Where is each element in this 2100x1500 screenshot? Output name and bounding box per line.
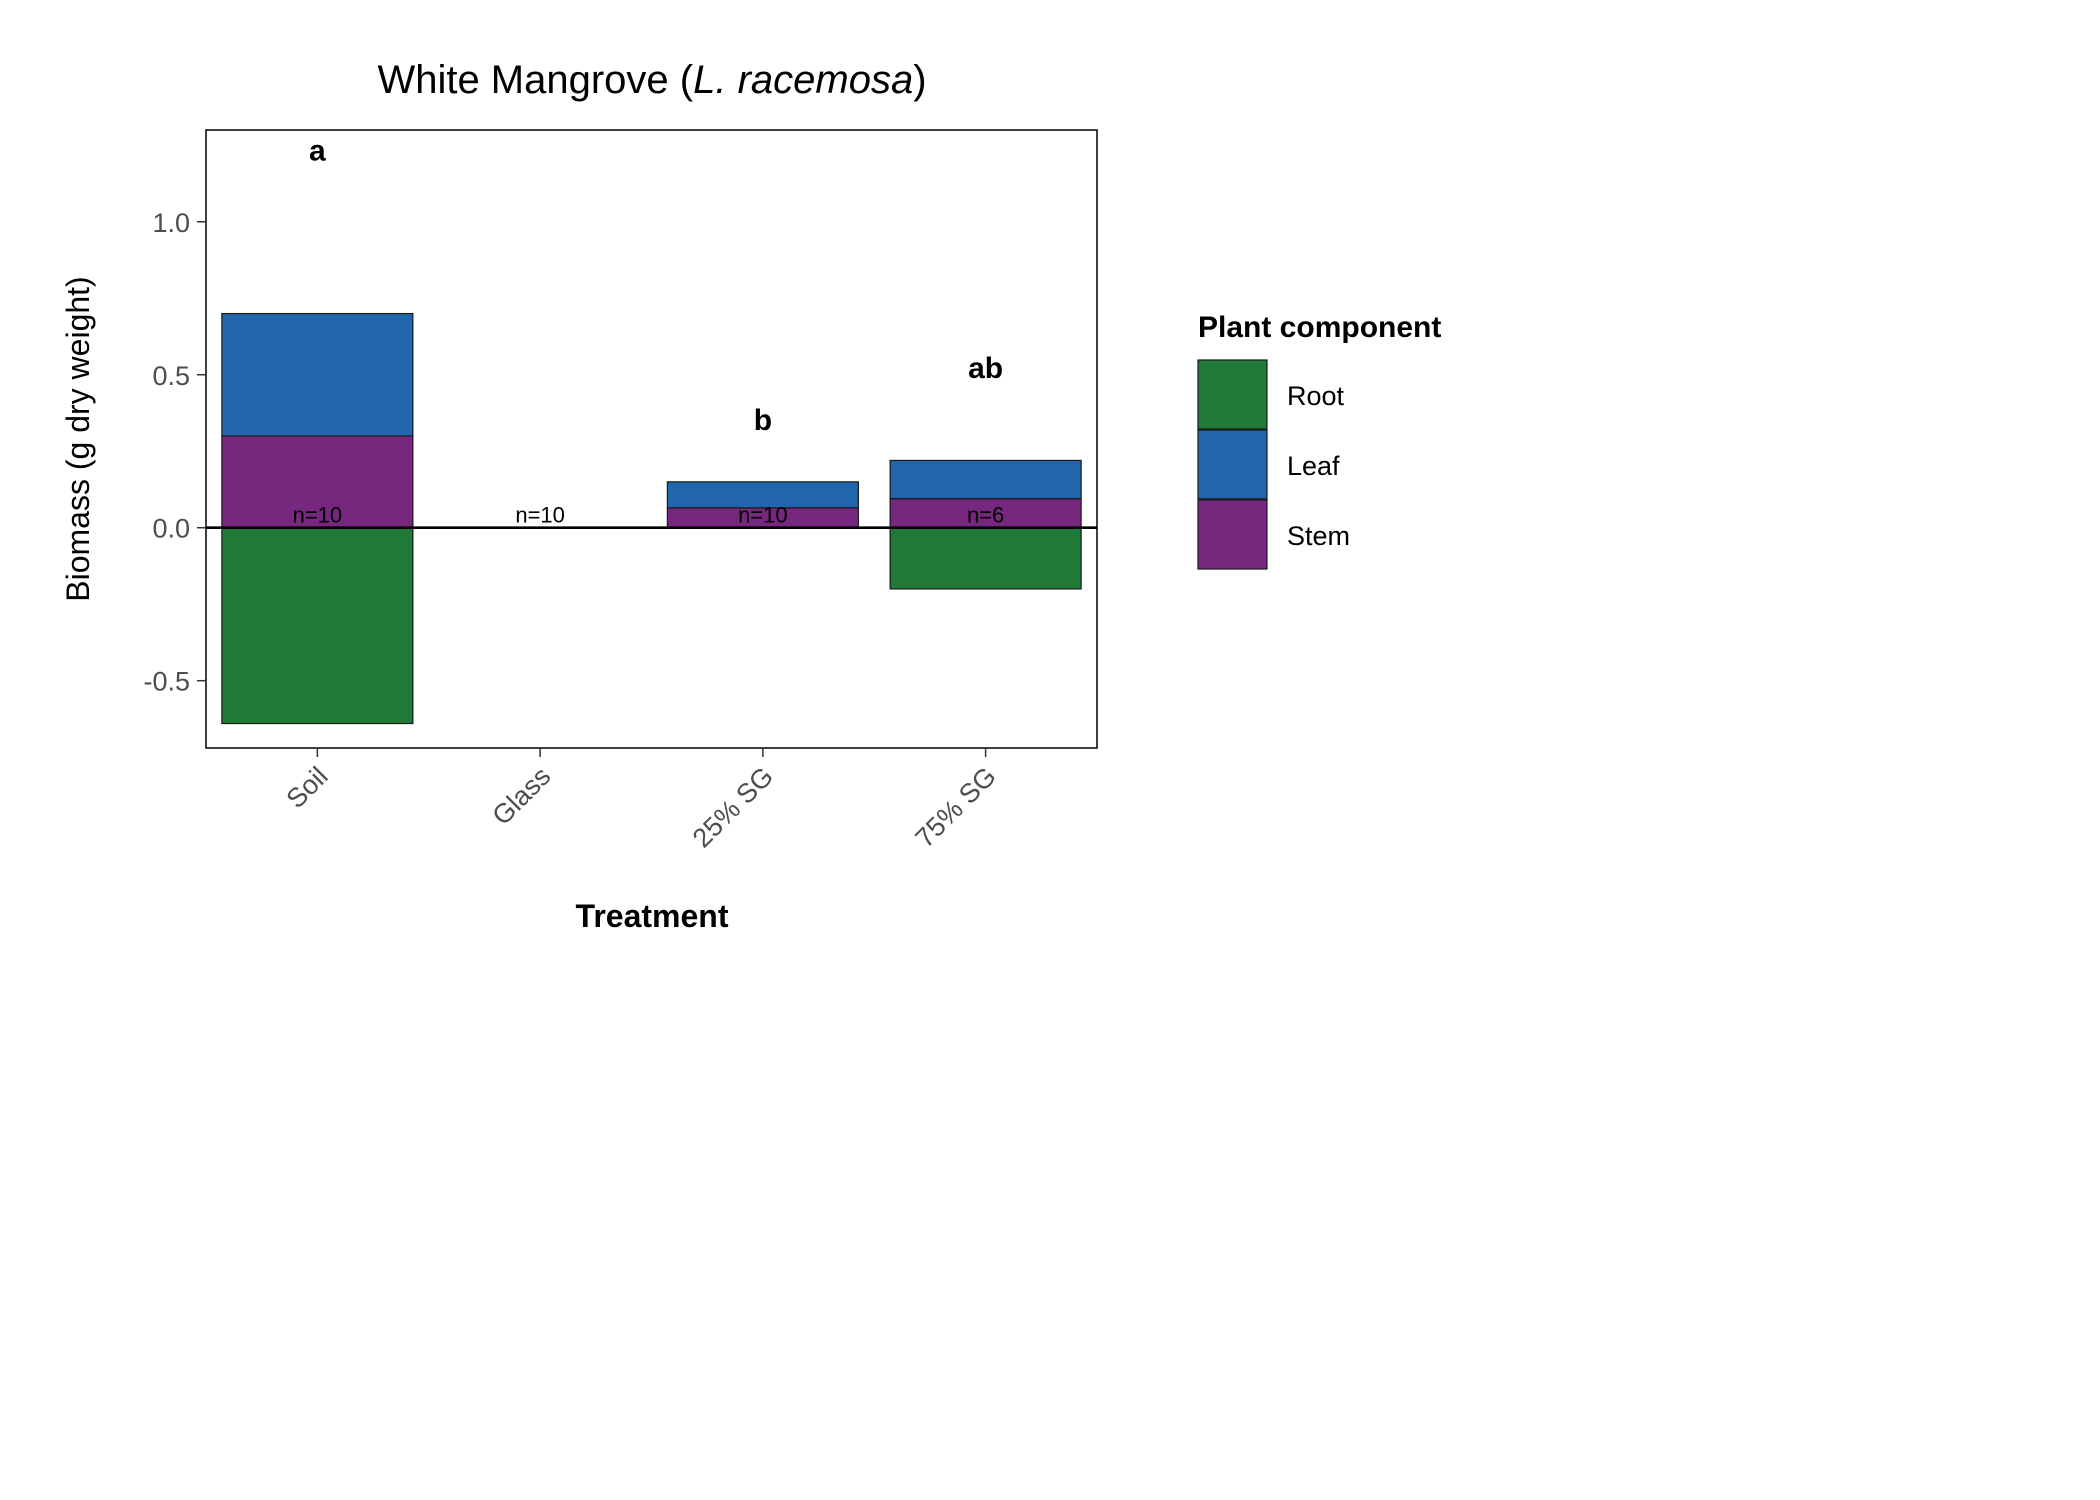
n-label-25-sg: n=10 bbox=[738, 503, 788, 528]
x-axis-title: Treatment bbox=[576, 898, 729, 934]
chart-title: White Mangrove (L. racemosa) bbox=[377, 58, 926, 102]
significance-label-25-sg: b bbox=[754, 404, 772, 437]
n-label-soil: n=10 bbox=[293, 503, 343, 528]
bar-leaf-25-sg bbox=[666, 481, 859, 509]
legend-label-root: Root bbox=[1287, 381, 1345, 411]
significance-label-75-sg: ab bbox=[968, 352, 1003, 385]
x-tick-label-75-sg: 75% SG bbox=[910, 761, 1002, 853]
y-axis: -0.5 0.0 0.5 1.0 bbox=[143, 208, 206, 697]
legend-label-leaf: Leaf bbox=[1287, 451, 1340, 481]
biomass-chart: White Mangrove (L. racemosa) n=10 n=10 n=1… bbox=[60, 58, 1441, 934]
y-tick-label: 1.0 bbox=[152, 208, 190, 238]
legend-swatch-stem bbox=[1197, 499, 1268, 570]
legend-label-stem: Stem bbox=[1287, 521, 1350, 551]
x-axis: Soil Glass 25% SG 75% SG bbox=[281, 748, 1002, 853]
bar-root-75-sg bbox=[889, 527, 1082, 590]
legend: Plant component Root Leaf Stem bbox=[1197, 311, 1441, 570]
bar-leaf-75-sg bbox=[889, 459, 1082, 500]
chart-title-main: White Mangrove ( bbox=[377, 58, 693, 102]
legend-swatch-root bbox=[1197, 359, 1268, 430]
bars-layer bbox=[221, 312, 1082, 725]
legend-title: Plant component bbox=[1198, 311, 1441, 344]
bar-root-soil bbox=[221, 527, 414, 725]
plot-panel-border bbox=[205, 129, 1098, 749]
bar-stem-soil bbox=[221, 435, 414, 529]
significance-label-soil: a bbox=[309, 135, 326, 168]
legend-swatch-leaf bbox=[1197, 429, 1268, 500]
x-tick-label-25-sg: 25% SG bbox=[687, 761, 779, 853]
bar-stem-75-sg bbox=[889, 498, 1082, 529]
x-tick-label-glass: Glass bbox=[486, 761, 556, 831]
chart-title-italic: L. racemosa bbox=[693, 58, 913, 102]
x-tick-label-soil: Soil bbox=[281, 761, 334, 814]
bar-leaf-soil bbox=[221, 312, 414, 437]
y-axis-title: Biomass (g dry weight) bbox=[60, 276, 96, 601]
y-tick-label: 0.0 bbox=[152, 514, 190, 544]
n-label-75-sg: n=6 bbox=[967, 503, 1004, 528]
chart-title-close: ) bbox=[913, 58, 926, 102]
n-label-glass: n=10 bbox=[515, 503, 565, 528]
y-tick-label: 0.5 bbox=[152, 361, 190, 391]
y-tick-label: -0.5 bbox=[143, 667, 190, 697]
